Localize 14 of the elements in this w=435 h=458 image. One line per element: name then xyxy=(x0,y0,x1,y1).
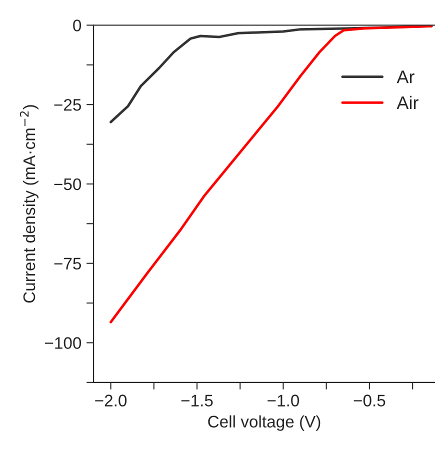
line-series xyxy=(110,25,433,324)
x-tick-label: −1.5 xyxy=(181,394,213,406)
y-tick-label: 0 xyxy=(73,20,82,32)
x-tick-label: −2.0 xyxy=(95,394,127,406)
y-tick-label: −25 xyxy=(54,98,82,111)
y-tick-label: −50 xyxy=(54,178,82,190)
legend-label: Ar xyxy=(396,70,414,84)
legend-label: Air xyxy=(396,96,418,109)
x-tick-label: −0.5 xyxy=(354,394,386,406)
x-axis-title: Cell voltage (V) xyxy=(208,415,320,431)
y-axis-title: Current density (mA·cm$^{−2}$) xyxy=(20,105,38,303)
x-tick-label: −1.0 xyxy=(268,394,300,406)
y-tick-label: −100 xyxy=(45,337,82,349)
y-tick-label: −75 xyxy=(54,258,82,270)
